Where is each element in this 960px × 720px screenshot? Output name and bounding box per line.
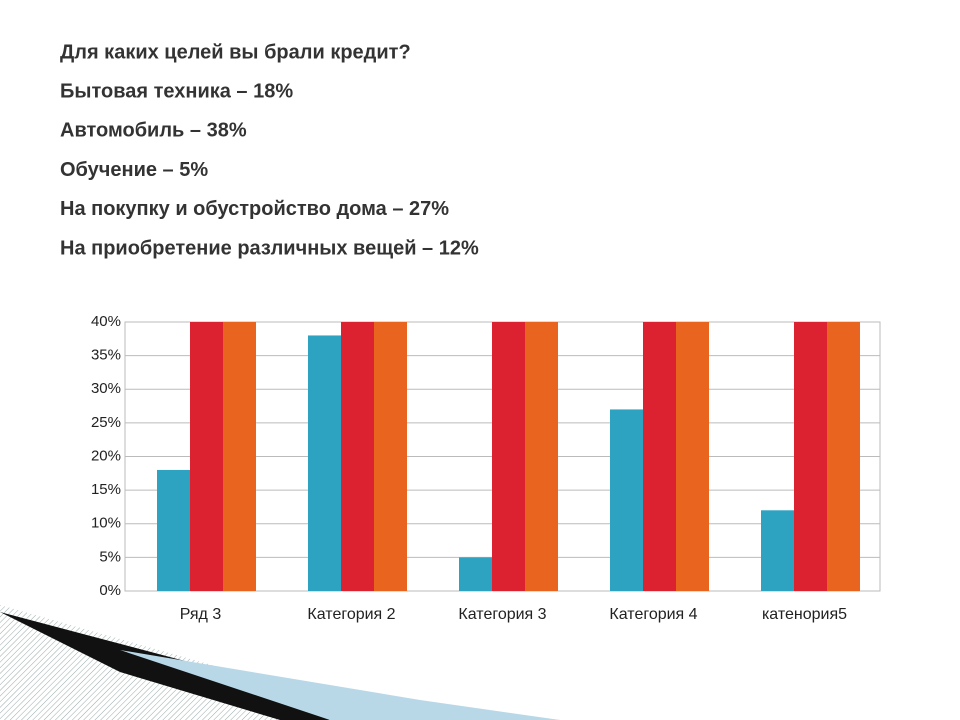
bar (794, 322, 827, 591)
bar (827, 322, 860, 591)
title-line: Обучение – 5% (60, 159, 208, 181)
bar (459, 557, 492, 591)
bar (223, 322, 256, 591)
bar (157, 469, 190, 591)
bar (492, 322, 525, 591)
y-tick-label: 20% (91, 447, 121, 464)
x-tick-label: Ряд 3 (180, 606, 222, 623)
bar (643, 322, 676, 591)
x-tick-label: Категория 3 (458, 606, 546, 623)
decor-stripe-dark (0, 612, 330, 720)
y-tick-label: 35% (91, 347, 121, 364)
y-tick-label: 0% (99, 582, 121, 599)
y-tick-label: 25% (91, 414, 121, 431)
bar (308, 335, 341, 591)
y-tick-label: 30% (91, 380, 121, 397)
y-tick-label: 10% (91, 515, 121, 532)
title-line: Бытовая техника – 18% (60, 80, 293, 102)
y-tick-label: 15% (91, 481, 121, 498)
bar (341, 322, 374, 591)
bar (761, 510, 794, 591)
bar (190, 322, 223, 591)
bar (610, 409, 643, 591)
x-tick-label: Категория 4 (609, 606, 697, 623)
y-tick-label: 40% (91, 313, 121, 330)
bar (525, 322, 558, 591)
x-tick-label: Категория 2 (307, 606, 395, 623)
y-tick-label: 5% (99, 548, 121, 565)
decor-stripe (0, 605, 560, 720)
bar (676, 322, 709, 591)
title-line: Автомобиль – 38% (60, 120, 247, 142)
x-tick-label: катенория5 (762, 606, 847, 623)
title-line: Для каких целей вы брали кредит? (60, 41, 411, 63)
decor-stripe-light (120, 650, 560, 720)
bar (374, 322, 407, 591)
title-line: На покупку и обустройство дома – 27% (60, 198, 449, 220)
title-line: На приобретение различных вещей – 12% (60, 237, 479, 259)
